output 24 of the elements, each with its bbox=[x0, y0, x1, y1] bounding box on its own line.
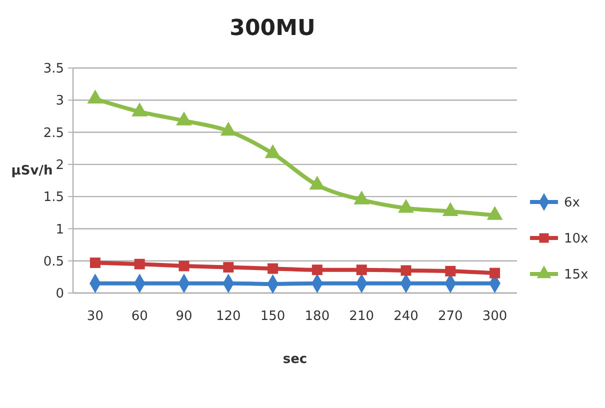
x-tick-label: 120 bbox=[216, 309, 241, 324]
x-tick-label: 90 bbox=[176, 309, 192, 324]
y-tick-label: 3 bbox=[56, 94, 64, 109]
y-axis-title: μSv/h bbox=[11, 164, 53, 178]
x-tick-label: 300 bbox=[482, 309, 508, 324]
x-tick-label: 240 bbox=[394, 309, 418, 324]
x-axis-title: sec bbox=[282, 352, 308, 367]
chart-title: 300MU bbox=[230, 16, 316, 41]
x-tick-label: 180 bbox=[304, 309, 330, 324]
y-tick-label: 2.5 bbox=[43, 126, 64, 141]
x-tick-label: 30 bbox=[86, 309, 104, 324]
x-tick-label: 210 bbox=[349, 309, 374, 324]
y-tick-label: 3.5 bbox=[43, 62, 64, 77]
legend-label: 15x bbox=[564, 268, 589, 283]
y-tick-label: 0.5 bbox=[43, 254, 64, 270]
y-tick-label: 1 bbox=[56, 222, 64, 238]
x-tick-label: 270 bbox=[438, 309, 463, 324]
legend-label: 10x bbox=[564, 232, 589, 247]
legend-label: 6x bbox=[564, 196, 580, 211]
y-tick-label: 1.5 bbox=[43, 190, 64, 206]
x-tick-label: 60 bbox=[131, 309, 148, 324]
x-tick-label: 150 bbox=[260, 309, 286, 324]
y-tick-label: 0 bbox=[56, 286, 64, 302]
y-tick-label: 2 bbox=[56, 158, 64, 173]
